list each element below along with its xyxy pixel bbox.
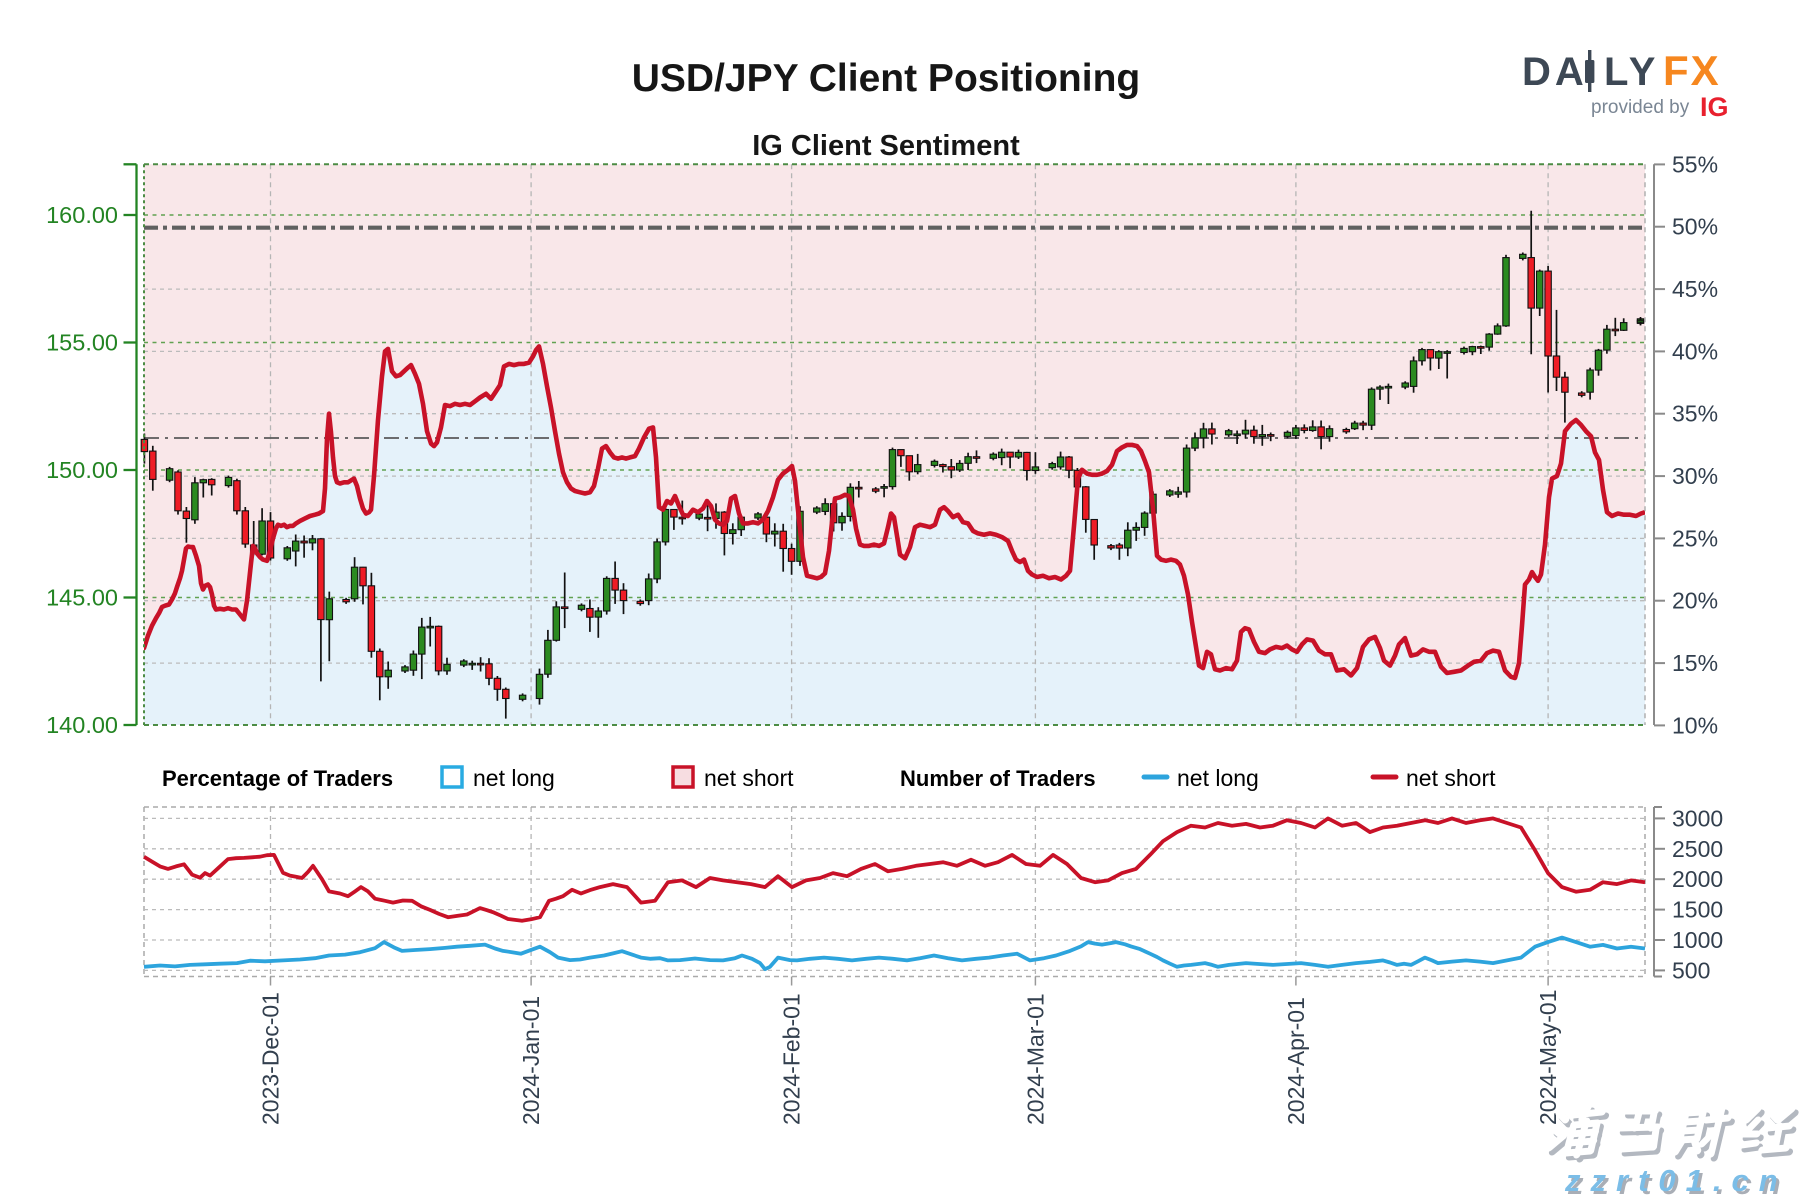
- svg-text:3000: 3000: [1672, 805, 1723, 831]
- svg-text:zzrt01.cn: zzrt01.cn: [1567, 1166, 1791, 1200]
- svg-text:15%: 15%: [1672, 650, 1718, 676]
- svg-text:2024-Mar-01: 2024-Mar-01: [1022, 993, 1048, 1125]
- svg-text:2024-May-01: 2024-May-01: [1535, 989, 1561, 1125]
- svg-text:USD/JPY Client Positioning: USD/JPY Client Positioning: [632, 57, 1141, 100]
- svg-text:40%: 40%: [1672, 338, 1718, 364]
- svg-text:2000: 2000: [1672, 866, 1723, 892]
- svg-text:net short: net short: [1406, 765, 1496, 791]
- svg-text:net long: net long: [1177, 765, 1259, 791]
- svg-text:50%: 50%: [1672, 214, 1718, 240]
- svg-text:IG Client Sentiment: IG Client Sentiment: [752, 130, 1020, 162]
- svg-text:20%: 20%: [1672, 588, 1718, 614]
- svg-text:FX: FX: [1663, 47, 1721, 94]
- svg-text:zzrt01.cn: zzrt01.cn: [1564, 1163, 1788, 1198]
- svg-text:DA: DA: [1522, 50, 1588, 94]
- svg-text:160.00: 160.00: [46, 202, 118, 228]
- svg-text:10%: 10%: [1672, 712, 1718, 738]
- svg-text:2024-Feb-01: 2024-Feb-01: [779, 993, 805, 1125]
- svg-text:30%: 30%: [1672, 463, 1718, 489]
- svg-text:145.00: 145.00: [46, 585, 118, 611]
- svg-text:1500: 1500: [1672, 897, 1723, 923]
- svg-text:35%: 35%: [1672, 401, 1718, 427]
- svg-text:150.00: 150.00: [46, 457, 118, 483]
- svg-text:2500: 2500: [1672, 836, 1723, 862]
- svg-text:45%: 45%: [1672, 276, 1718, 302]
- svg-text:55%: 55%: [1672, 151, 1718, 177]
- svg-text:2024-Apr-01: 2024-Apr-01: [1283, 997, 1309, 1125]
- svg-text:500: 500: [1672, 957, 1710, 983]
- svg-text:LY: LY: [1604, 50, 1659, 94]
- svg-text:2024-Jan-01: 2024-Jan-01: [518, 996, 544, 1125]
- svg-text:155.00: 155.00: [46, 330, 118, 356]
- svg-text:net short: net short: [704, 765, 794, 791]
- svg-text:25%: 25%: [1672, 525, 1718, 551]
- svg-text:IG: IG: [1700, 92, 1729, 122]
- svg-text:provided by: provided by: [1591, 97, 1690, 118]
- svg-text:2023-Dec-01: 2023-Dec-01: [258, 992, 284, 1125]
- svg-text:140.00: 140.00: [46, 712, 118, 738]
- svg-text:net long: net long: [473, 765, 555, 791]
- svg-text:Number of Traders: Number of Traders: [900, 766, 1096, 791]
- svg-text:Percentage of Traders: Percentage of Traders: [162, 766, 393, 791]
- svg-text:1000: 1000: [1672, 927, 1723, 953]
